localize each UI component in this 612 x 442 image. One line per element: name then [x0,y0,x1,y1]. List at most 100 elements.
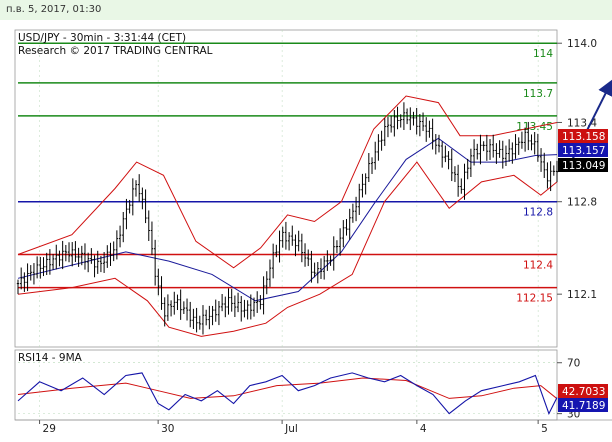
candlestick [125,198,128,230]
candlestick [112,241,115,262]
candlestick [492,134,495,158]
candlestick [284,221,288,250]
candlestick [552,165,556,176]
candlestick [131,178,135,216]
candlestick [214,299,217,322]
candlestick [275,244,278,258]
candlestick [303,243,307,267]
candlestick [543,152,546,178]
candlestick [555,160,559,183]
candlestick [335,240,339,254]
candlestick [310,250,313,283]
candlestick [115,230,119,260]
candlestick [182,301,186,315]
candlestick [319,258,323,279]
candlestick [233,295,237,318]
rsi-tag: 42.7033 [562,386,605,398]
rsi-tag-bg [558,384,608,398]
candlestick [348,208,351,240]
candlestick [51,253,55,270]
chart-title: USD/JPY - 30min - 3:31:44 (CET) [18,32,187,44]
candlestick [453,166,457,183]
candlestick [322,255,326,280]
candlestick [58,250,61,267]
candlestick [437,134,441,153]
candlestick [463,163,466,200]
candlestick [220,293,224,312]
candlestick [342,220,345,248]
main-plot-frame [14,29,558,348]
candlestick [479,134,482,165]
bollinger-lower-line [17,161,558,337]
candlestick [466,158,469,180]
candlestick [530,134,533,151]
candlestick [399,114,402,128]
candlestick [523,127,527,152]
candlestick [150,221,154,256]
candlestick [501,140,504,169]
candlestick [456,164,460,197]
candlestick [240,296,243,322]
ma-tag: 113.157 [562,145,605,157]
candlestick [256,291,259,313]
candlestick [402,102,406,130]
candlestick [198,315,201,330]
candlestick [16,279,20,295]
candlestick [118,225,122,248]
candlestick [517,137,520,155]
candlestick [520,131,524,149]
candlestick [74,241,77,262]
rsi-ma-tag: 41.7189 [562,400,605,412]
candlestick [268,259,272,287]
candlestick [495,143,498,164]
candlestick [176,294,179,311]
candlestick [361,173,364,198]
candlestick [313,262,316,278]
candlestick [122,211,125,243]
rsi-title: RSI14 - 9MA [18,352,82,364]
candlestick [358,183,361,215]
candlestick [134,180,138,197]
candlestick [405,108,409,125]
candlestick [195,307,198,333]
candlestick [45,252,48,276]
candlestick [383,118,386,146]
upper-band-tag: 113.158 [562,131,605,143]
candlestick [488,139,492,160]
candlestick [236,292,240,313]
candlestick [99,255,103,273]
date-time-bar: п.в. 5, 2017, 01:30 [0,0,612,20]
candlestick [217,301,221,326]
candlestick [549,161,552,192]
candlestick [106,245,109,268]
candlestick [252,297,256,317]
candlestick [533,131,536,155]
candlestick [380,130,383,151]
x-tick-label: 29 [43,423,56,435]
candlestick [447,151,450,170]
candlestick [227,288,230,315]
candlestick [201,305,205,335]
candlestick [80,245,83,266]
candlestick [137,174,141,202]
candlestick [93,255,96,278]
candlestick [29,265,32,281]
candlestick [90,248,93,264]
candlestick [208,305,211,330]
rsi-ma-tag-bg [558,398,608,412]
candlestick [338,228,342,256]
candlestick [35,256,39,279]
candlestick [431,118,434,150]
candlestick [173,291,176,315]
candlestick [102,251,106,273]
candlestick [287,232,291,251]
candlestick [546,162,549,189]
candlestick [19,267,23,290]
candlestick [160,276,163,310]
candlestick [374,141,377,170]
candlestick [204,309,208,326]
candlestick [32,263,36,285]
candlestick [157,268,160,296]
candlestick [189,301,192,328]
